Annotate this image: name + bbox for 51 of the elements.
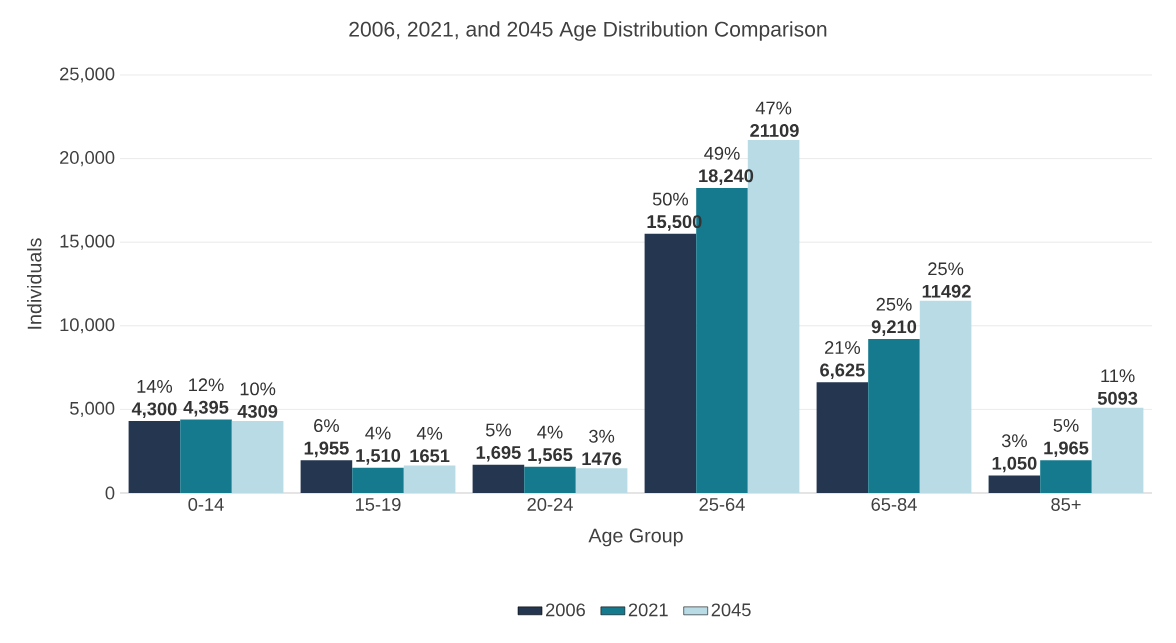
x-tick-label: 0-14 [188, 497, 224, 511]
x-axis-title: Age Group [588, 528, 683, 547]
bar [575, 468, 628, 493]
y-axis-title: Individuals [27, 238, 42, 329]
chart-title: 2006, 2021, and 2045 Age Distribution Comparison [349, 21, 827, 41]
data-label: 11% 5093 [1097, 369, 1138, 405]
data-label: 12% 4,395 [183, 378, 229, 417]
y-tick-label: 5,000 [70, 401, 115, 417]
data-label: 49% 18,240 [699, 146, 754, 185]
data-label: 47% 21109 [750, 101, 799, 137]
data-label: 5% 1,965 [1044, 419, 1089, 458]
y-tick-label: 15,000 [60, 234, 115, 250]
x-tick-label: 20-24 [527, 497, 573, 511]
x-tick-label: 25-64 [699, 497, 745, 511]
data-label: 5% 1,695 [476, 423, 521, 462]
data-label: 14% 4,300 [131, 380, 177, 418]
bar [524, 466, 576, 493]
bar [919, 300, 972, 493]
bar [352, 467, 404, 493]
bar [180, 419, 232, 493]
bar [644, 233, 697, 493]
bar [816, 382, 869, 493]
bar [1040, 460, 1092, 493]
x-tick-label: 85+ [1051, 497, 1081, 511]
legend-label: 2021 [628, 603, 668, 617]
legend-label: 2045 [711, 603, 751, 617]
data-label: 25% 9,210 [871, 297, 917, 336]
y-tick-label: 0 [105, 486, 115, 500]
y-tick-label: 10,000 [60, 318, 115, 334]
data-label: 3% 1476 [582, 429, 622, 466]
bar [128, 421, 181, 493]
x-tick-label: 15-19 [356, 497, 401, 511]
data-label: 21% 6,625 [820, 341, 865, 380]
bar [403, 465, 456, 493]
legend-label: 2006 [546, 603, 585, 617]
y-tick-label: 25,000 [60, 67, 115, 83]
data-label: 4% 1,565 [528, 425, 573, 464]
data-label: 3% 1,050 [992, 434, 1037, 473]
bar [868, 339, 920, 493]
bar [472, 464, 525, 493]
bar [988, 475, 1041, 493]
data-label: 4% 1651 [410, 426, 450, 463]
y-tick-label: 20,000 [60, 151, 115, 167]
bar [231, 420, 284, 493]
data-label: 4% 1,510 [356, 426, 401, 465]
data-label: 10% 4309 [237, 382, 278, 418]
data-label: 25% 11492 [922, 262, 971, 298]
x-tick-label: 65-84 [871, 497, 917, 511]
bar [1091, 407, 1144, 493]
bar [300, 460, 353, 493]
data-label: 6% 1,955 [304, 419, 349, 458]
